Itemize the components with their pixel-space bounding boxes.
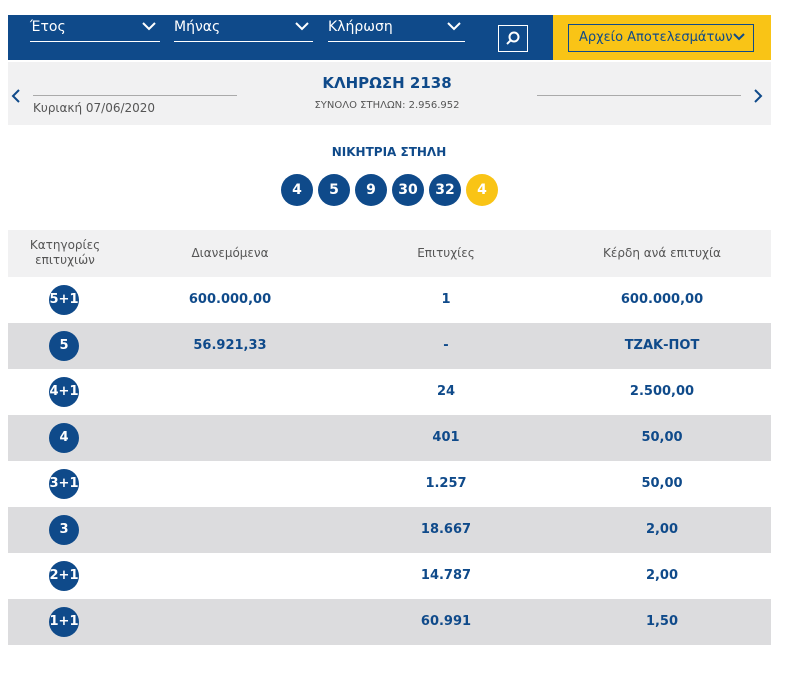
ball: 9 (355, 174, 387, 206)
winners-cell: 18.667 (420, 522, 472, 537)
prize-cell: 2.500,00 (629, 384, 695, 399)
filter-bar (8, 15, 553, 60)
next-arrow[interactable] (752, 88, 764, 104)
ball: 4 (281, 174, 313, 206)
category-badge: 4 (49, 423, 79, 453)
winners-cell: 24 (436, 384, 456, 399)
draw-dropdown[interactable]: Κλήρωση (328, 15, 465, 42)
table-row: 2+1 14.787 2,00 (8, 553, 771, 599)
ball: 32 (429, 174, 461, 206)
winning-label: ΝΙΚΗΤΡΙΑ ΣΤΗΛΗ (331, 145, 447, 159)
month-dropdown[interactable]: Μήνας (174, 15, 313, 42)
header-cell: Κέρδη ανά επιτυχία (603, 246, 721, 260)
header-cell: Κατηγορίες επιτυχιών (29, 238, 101, 267)
archive-area (553, 15, 771, 60)
prize-cell: 2,00 (645, 522, 679, 537)
header-cell: Διανεμόμενα (191, 246, 269, 260)
prize-cell: 600.000,00 (620, 292, 704, 307)
month-label: Μήνας (174, 19, 221, 35)
draw-label: Κλήρωση (328, 19, 393, 35)
divider (537, 95, 741, 96)
draw-title: ΚΛΗΡΩΣΗ 2138 (322, 74, 452, 92)
winners-cell: 60.991 (420, 614, 472, 629)
category-badge: 4+1 (49, 377, 79, 407)
year-dropdown[interactable]: Έτος (30, 15, 160, 42)
distributed-cell: 600.000,00 (188, 292, 272, 307)
prize-cell: 1,50 (645, 614, 679, 629)
winners-cell: 1.257 (425, 476, 467, 491)
search-button[interactable] (498, 25, 528, 52)
total-columns: ΣΥΝΟΛΟ ΣΤΗΛΩΝ: 2.956.952 (314, 100, 460, 111)
distributed-cell: 56.921,33 (193, 338, 267, 353)
category-badge: 3+1 (49, 469, 79, 499)
year-label: Έτος (30, 19, 66, 35)
bonus-ball: 4 (466, 174, 498, 206)
archive-label: Αρχείο Αποτελεσμάτων (579, 30, 733, 45)
winners-cell: 1 (441, 292, 451, 307)
draw-panel (8, 62, 771, 125)
draw-date: Κυριακή 07/06/2020 (33, 101, 156, 115)
table-row: 3+1 1.257 50,00 (8, 461, 771, 507)
category-badge: 3 (49, 515, 79, 545)
prize-cell: 50,00 (641, 430, 683, 445)
category-badge: 1+1 (49, 607, 79, 637)
header-cell: Επιτυχίες (417, 246, 475, 260)
winners-cell: 14.787 (420, 568, 472, 583)
header-row: Κατηγορίες επιτυχιών Διανεμόμενα Επιτυχίες… (8, 230, 771, 277)
results-table: Κατηγορίες επιτυχιών Διανεμόμενα Επιτυχίες… (8, 230, 771, 645)
category-badge: 5+1 (49, 285, 79, 315)
prize-cell: ΤΖΑΚ-ΠΟΤ (624, 338, 700, 353)
table-row: 3 18.667 2,00 (8, 507, 771, 553)
table-row: 4 401 50,00 (8, 415, 771, 461)
category-badge: 2+1 (49, 561, 79, 591)
winners-cell: - (443, 338, 449, 353)
table-row: 1+1 60.991 1,50 (8, 599, 771, 645)
divider (33, 95, 237, 96)
table-row: 5 56.921,33 - ΤΖΑΚ-ΠΟΤ (8, 323, 771, 369)
winners-cell: 401 (432, 430, 460, 445)
prev-arrow[interactable] (10, 88, 22, 104)
prize-cell: 2,00 (645, 568, 679, 583)
prize-cell: 50,00 (641, 476, 683, 491)
category-badge: 5 (49, 331, 79, 361)
ball: 30 (392, 174, 424, 206)
table-row: 5+1 600.000,00 1 600.000,00 (8, 277, 771, 323)
archive-dropdown[interactable]: Αρχείο Αποτελεσμάτων (568, 24, 754, 52)
ball: 5 (318, 174, 350, 206)
table-row: 4+1 24 2.500,00 (8, 369, 771, 415)
